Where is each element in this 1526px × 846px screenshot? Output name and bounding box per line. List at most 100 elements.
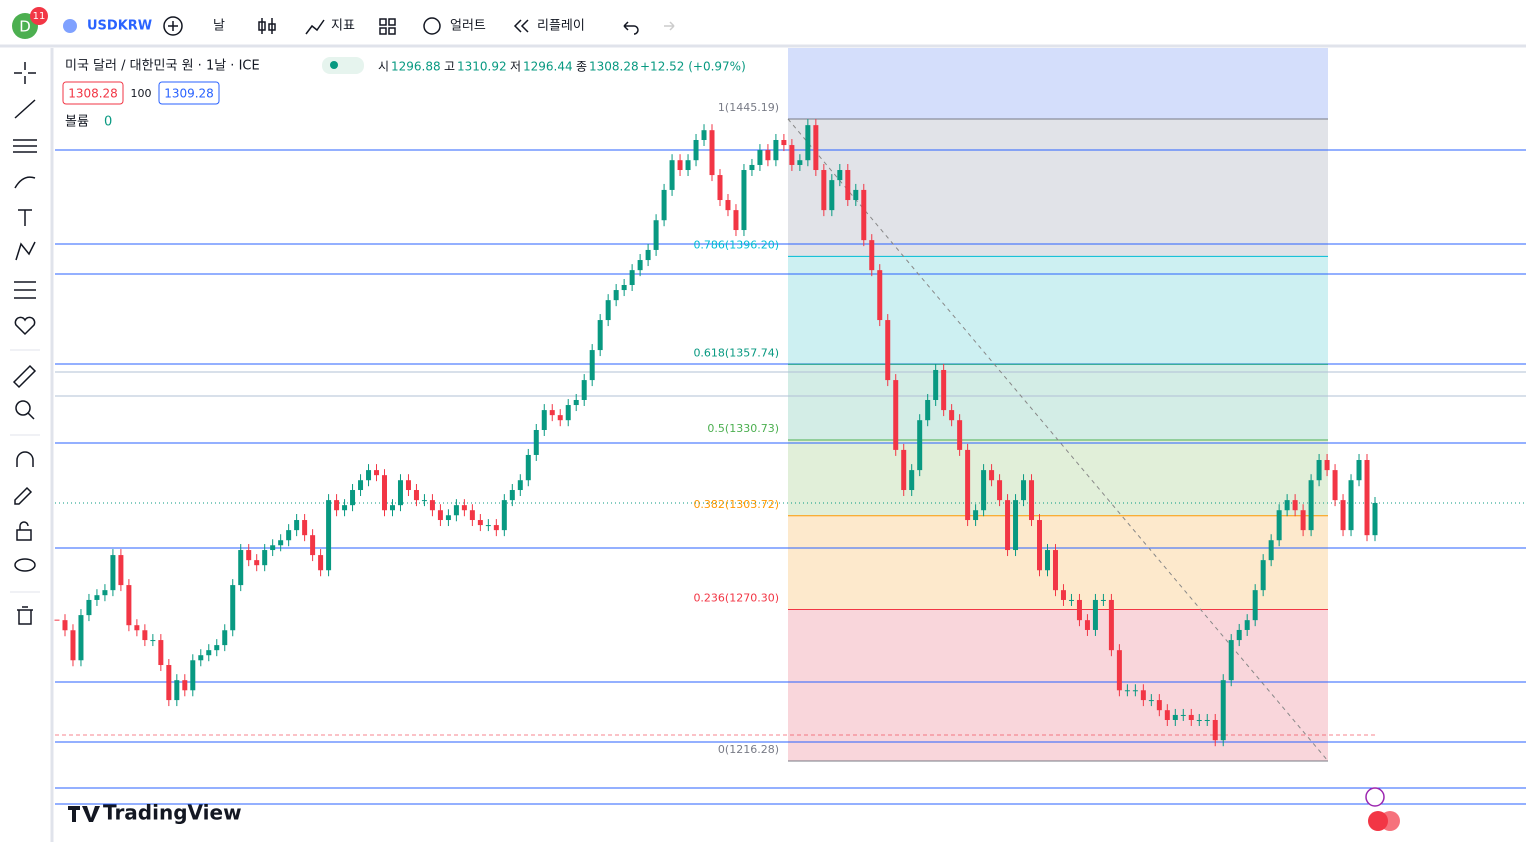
lock[interactable] xyxy=(17,522,31,540)
candle xyxy=(789,145,794,165)
fib-label: 0.618(1357.74) xyxy=(693,346,779,359)
l-label: 저 xyxy=(510,60,521,74)
candle xyxy=(805,125,810,160)
symbol[interactable]: USDKRW xyxy=(87,19,152,34)
candle xyxy=(1173,715,1178,720)
candle xyxy=(302,520,307,535)
candle xyxy=(702,130,707,140)
badge-count: 11 xyxy=(33,11,46,22)
text-tool[interactable] xyxy=(18,210,32,226)
trend-line[interactable] xyxy=(15,100,35,118)
candle xyxy=(1365,460,1370,535)
crosshair[interactable] xyxy=(14,62,36,84)
candle xyxy=(1013,500,1018,550)
candle xyxy=(206,650,211,655)
replay[interactable]: 리플레이 xyxy=(537,19,585,34)
candle xyxy=(941,370,946,410)
event-icon[interactable] xyxy=(1366,788,1384,806)
candle xyxy=(502,500,507,530)
candle xyxy=(1149,700,1154,701)
candle xyxy=(390,505,395,510)
candle xyxy=(1285,500,1290,510)
candle xyxy=(1181,715,1186,716)
pattern[interactable] xyxy=(16,242,35,260)
candle xyxy=(486,525,491,526)
candle xyxy=(1109,600,1114,650)
candle xyxy=(1277,510,1282,540)
candle xyxy=(909,470,914,490)
candle xyxy=(638,260,643,270)
candle xyxy=(1245,620,1250,630)
candle xyxy=(1069,600,1074,601)
candle xyxy=(366,470,371,480)
fib-label: 0.382(1303.72) xyxy=(693,498,779,511)
lock-draw[interactable] xyxy=(15,488,31,504)
events[interactable] xyxy=(1368,811,1388,831)
candle xyxy=(1205,720,1210,721)
candle xyxy=(813,125,818,170)
candle xyxy=(294,520,299,530)
candle xyxy=(686,160,691,170)
candle xyxy=(821,170,826,210)
candle xyxy=(1093,600,1098,630)
volume-label: 볼륨 xyxy=(65,115,89,130)
candle xyxy=(781,140,786,145)
candle xyxy=(733,210,738,230)
alerts[interactable]: 얼러트 xyxy=(450,19,486,34)
zoom-handle xyxy=(28,413,34,419)
indicators[interactable]: 지표 xyxy=(331,19,355,34)
candle xyxy=(166,665,171,700)
candle xyxy=(454,505,459,515)
zoom[interactable] xyxy=(16,401,30,415)
status-dot xyxy=(330,61,338,69)
candle xyxy=(566,405,571,420)
fib-tool[interactable] xyxy=(13,140,37,152)
candle xyxy=(877,270,882,320)
candle xyxy=(118,555,123,585)
fib-zone xyxy=(788,256,1328,364)
brand: TradingView xyxy=(103,801,242,825)
candle xyxy=(845,170,850,200)
candle xyxy=(534,430,539,455)
prediction[interactable] xyxy=(14,282,36,298)
candle xyxy=(965,450,970,520)
favorites[interactable] xyxy=(15,317,34,334)
fib-label: 0.236(1270.30) xyxy=(693,591,779,604)
candle xyxy=(310,535,315,555)
candle xyxy=(614,290,619,300)
fib-zone xyxy=(788,364,1328,440)
candle xyxy=(1037,520,1042,570)
candle xyxy=(1333,470,1338,500)
candle xyxy=(142,630,147,640)
candle xyxy=(510,490,515,500)
candle xyxy=(1133,690,1138,691)
candle xyxy=(526,455,531,480)
candle xyxy=(694,140,699,160)
candle xyxy=(110,555,115,590)
candle xyxy=(1165,710,1170,720)
trash[interactable] xyxy=(17,607,33,624)
bid: 1308.28 xyxy=(68,87,118,101)
candle xyxy=(1293,500,1298,510)
candle xyxy=(957,420,962,450)
magnet[interactable] xyxy=(17,452,33,467)
ruler[interactable] xyxy=(14,366,35,387)
candle xyxy=(542,410,547,430)
candle xyxy=(749,165,754,170)
brush[interactable] xyxy=(15,177,35,188)
candle xyxy=(606,300,611,320)
interval[interactable]: 날 xyxy=(213,19,225,34)
candle xyxy=(773,140,778,160)
visibility[interactable] xyxy=(15,559,35,571)
candle xyxy=(1021,480,1026,500)
candle xyxy=(1117,650,1122,690)
candle xyxy=(1045,550,1050,570)
candle xyxy=(262,550,267,565)
candle xyxy=(765,150,770,160)
logo xyxy=(68,806,100,822)
candle xyxy=(190,660,195,690)
candle xyxy=(102,590,107,595)
candle xyxy=(94,595,99,600)
fib-label: 1(1445.19) xyxy=(718,101,779,114)
